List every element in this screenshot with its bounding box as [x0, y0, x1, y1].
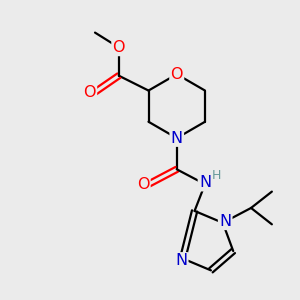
Text: N: N [219, 214, 231, 229]
Text: N: N [171, 130, 183, 146]
Text: methyl: methyl [0, 299, 1, 300]
Text: N: N [175, 254, 187, 268]
Text: O: O [170, 67, 183, 82]
Text: O: O [137, 177, 149, 192]
Text: O: O [83, 85, 96, 100]
Text: O: O [112, 40, 125, 55]
Text: N: N [199, 175, 211, 190]
Text: H: H [211, 169, 221, 182]
